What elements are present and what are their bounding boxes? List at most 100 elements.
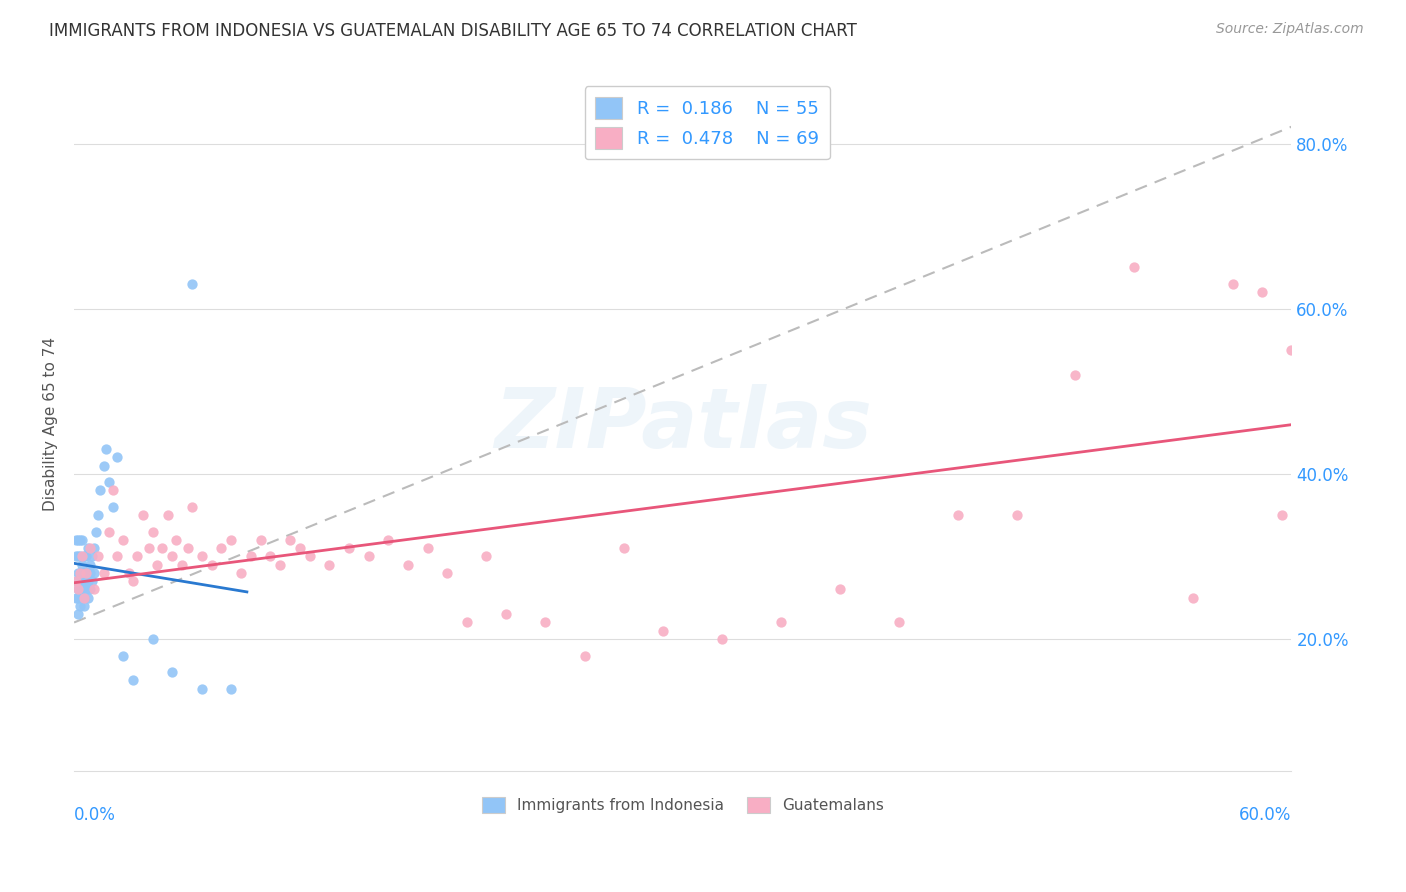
Point	[98, 524, 121, 539]
Point	[70, 591, 93, 605]
Point	[249, 533, 271, 547]
Point	[138, 541, 160, 556]
Point	[157, 508, 180, 523]
Point	[69, 566, 91, 580]
Point	[172, 558, 194, 572]
Point	[79, 566, 101, 580]
Point	[534, 615, 557, 630]
Point	[66, 549, 89, 564]
Point	[86, 508, 108, 523]
Point	[83, 566, 105, 580]
Point	[93, 566, 115, 580]
Point	[142, 524, 165, 539]
Point	[209, 541, 232, 556]
Point	[200, 558, 222, 572]
Point	[711, 632, 734, 646]
Point	[73, 574, 96, 589]
Point	[93, 458, 115, 473]
Point	[377, 533, 399, 547]
Point	[69, 533, 91, 547]
Point	[66, 533, 89, 547]
Point	[495, 607, 517, 622]
Text: IMMIGRANTS FROM INDONESIA VS GUATEMALAN DISABILITY AGE 65 TO 74 CORRELATION CHAR: IMMIGRANTS FROM INDONESIA VS GUATEMALAN …	[49, 22, 858, 40]
Point	[219, 681, 242, 696]
Point	[89, 483, 111, 498]
Text: 0.0%: 0.0%	[75, 805, 115, 824]
Point	[1271, 508, 1294, 523]
Point	[66, 591, 89, 605]
Point	[416, 541, 439, 556]
Point	[66, 574, 89, 589]
Point	[69, 549, 91, 564]
Point	[73, 591, 96, 605]
Point	[396, 558, 419, 572]
Point	[65, 533, 87, 547]
Point	[69, 582, 91, 597]
Point	[69, 599, 91, 613]
Point	[66, 566, 89, 580]
Point	[70, 582, 93, 597]
Point	[574, 648, 596, 663]
Point	[1291, 425, 1313, 440]
Point	[1299, 120, 1322, 134]
Point	[652, 624, 675, 638]
Point	[66, 607, 89, 622]
Point	[75, 566, 97, 580]
Point	[152, 541, 174, 556]
Point	[1251, 285, 1274, 300]
Point	[76, 541, 98, 556]
Point	[475, 549, 498, 564]
Point	[70, 574, 93, 589]
Point	[80, 549, 103, 564]
Point	[1064, 368, 1087, 382]
Point	[75, 566, 97, 580]
Point	[190, 549, 212, 564]
Point	[103, 500, 125, 514]
Point	[94, 442, 117, 456]
Point	[177, 541, 200, 556]
Point	[122, 673, 145, 688]
Point	[1222, 277, 1244, 291]
Point	[79, 541, 101, 556]
Point	[887, 615, 910, 630]
Point	[180, 500, 202, 514]
Point	[190, 681, 212, 696]
Point	[105, 450, 128, 465]
Point	[73, 591, 96, 605]
Point	[1005, 508, 1028, 523]
Point	[73, 599, 96, 613]
Text: Source: ZipAtlas.com: Source: ZipAtlas.com	[1216, 22, 1364, 37]
Point	[436, 566, 458, 580]
Point	[70, 558, 93, 572]
Point	[219, 533, 242, 547]
Point	[259, 549, 281, 564]
Point	[162, 665, 184, 679]
Point	[65, 574, 87, 589]
Point	[298, 549, 321, 564]
Point	[84, 524, 107, 539]
Point	[122, 574, 145, 589]
Point	[66, 582, 89, 597]
Point	[165, 533, 187, 547]
Point	[83, 582, 105, 597]
Point	[946, 508, 969, 523]
Point	[118, 566, 141, 580]
Point	[65, 591, 87, 605]
Point	[162, 549, 184, 564]
Legend: Immigrants from Indonesia, Guatemalans: Immigrants from Indonesia, Guatemalans	[475, 791, 890, 819]
Text: 60.0%: 60.0%	[1239, 805, 1292, 824]
Point	[75, 582, 97, 597]
Point	[180, 277, 202, 291]
Point	[613, 541, 636, 556]
Point	[229, 566, 252, 580]
Point	[132, 508, 155, 523]
Point	[1281, 343, 1303, 357]
Point	[105, 549, 128, 564]
Point	[142, 632, 165, 646]
Point	[83, 541, 105, 556]
Point	[66, 582, 89, 597]
Point	[828, 582, 851, 597]
Point	[769, 615, 792, 630]
Point	[98, 475, 121, 489]
Point	[76, 574, 98, 589]
